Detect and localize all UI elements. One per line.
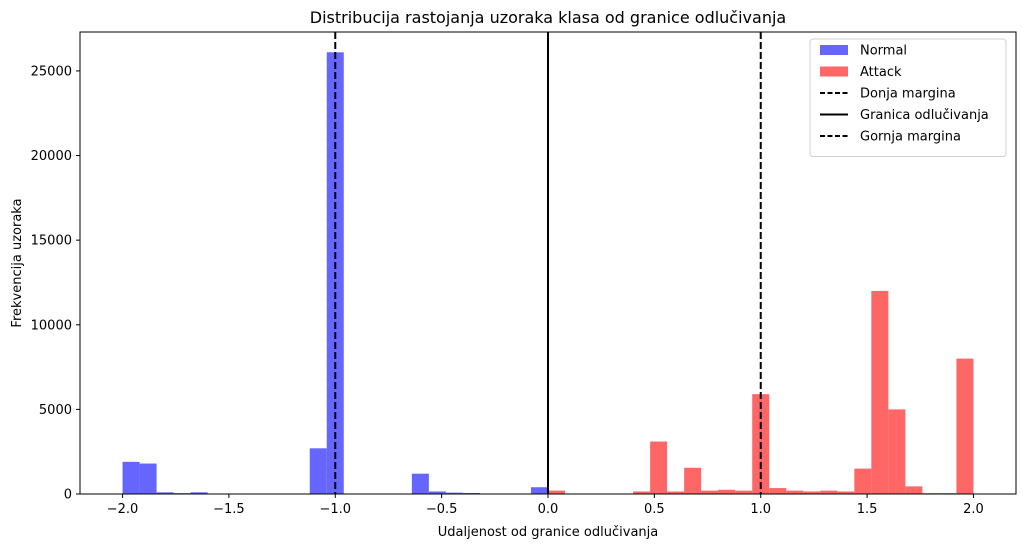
legend-label-2: Donja margina [860,87,956,102]
x-axis-label: Udaljenost od granice odlučivanja [438,525,658,540]
attack-bar-5 [701,490,719,494]
legend-label-3: Granica odlučivanja [860,108,989,123]
legend-label-0: Normal [860,44,907,59]
attack-bar-3 [667,491,685,494]
y-axis-label: Frekvencija uzoraka [10,198,25,327]
legend: Normal Attack Donja margina Granica odlučiv… [809,38,1007,157]
legend-swatch-0 [820,45,848,55]
normal-bar-10 [462,492,480,494]
chart-title: Distribucija rastojanja uzoraka klasa od… [310,8,786,27]
attack-bar-20 [956,358,974,494]
x-tick-label-0: −2.0 [107,502,139,517]
attack-bar-2 [650,441,668,494]
attack-bar-11 [803,491,821,494]
y-tick-label-5: 25000 [31,64,72,79]
attack-bar-0 [548,490,566,494]
x-tick-label-2: −1.0 [319,502,351,517]
y-tick-label-0: 0 [64,488,72,503]
x-tick-label-1: −1.5 [213,502,245,517]
legend-box [809,38,1007,157]
normal-bar-5 [309,448,327,494]
y-axis-ticks: 0 5000 10000 15000 20000 25000 [31,64,80,503]
attack-bar-7 [735,490,753,494]
attack-bar-10 [786,490,804,494]
normal-bar-2 [156,492,174,494]
x-axis-ticks: −2.0 −1.5 −1.0 −0.5 0.0 0.5 1.0 1.5 2.0 [107,494,984,517]
legend-label-1: Attack [860,65,902,80]
legend-swatch-1 [820,66,848,77]
attack-bar-15 [871,290,889,494]
x-tick-label-7: 1.5 [857,502,878,517]
attack-bar-16 [888,409,906,494]
x-tick-label-3: −0.5 [426,502,458,517]
normal-bar-8 [428,491,446,494]
normal-bar-4 [190,492,208,494]
y-tick-label-1: 5000 [39,403,72,418]
attack-bar-17 [905,486,923,494]
legend-label-4: Gornja margina [860,130,961,145]
attack-bar-6 [718,489,736,494]
normal-bar-7 [411,473,429,494]
y-tick-label-3: 15000 [31,234,72,249]
normal-bar-0 [122,461,140,494]
x-tick-label-4: 0.0 [538,502,559,517]
y-tick-label-2: 10000 [31,318,72,333]
attack-bar-13 [837,491,855,494]
attack-bar-9 [769,488,787,494]
attack-bar-1 [633,491,651,494]
x-tick-label-8: 2.0 [963,502,984,517]
attack-bar-4 [684,467,702,494]
normal-bar-11 [530,487,548,494]
attack-bar-12 [820,490,838,494]
attack-bar-14 [854,468,872,494]
normal-bar-9 [445,492,463,494]
y-tick-label-4: 20000 [31,149,72,164]
x-tick-label-5: 0.5 [644,502,665,517]
margin-lines [334,32,762,494]
normal-bar-1 [139,463,157,494]
x-tick-label-6: 1.0 [750,502,771,517]
